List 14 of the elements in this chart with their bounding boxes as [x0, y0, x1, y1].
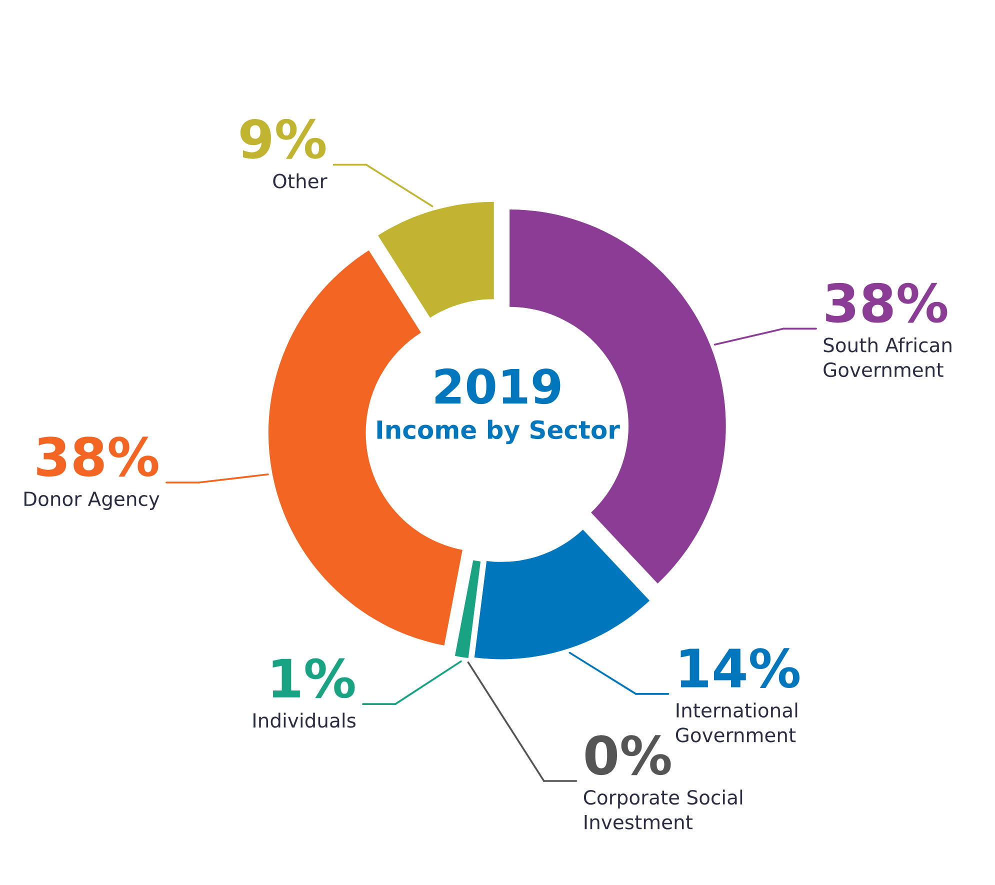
text: Income by Sector: [377, 420, 620, 444]
data-label: 1%: [272, 658, 355, 698]
data-label: 38%: [826, 282, 948, 323]
slice-label: South African Government: [824, 337, 952, 378]
slice-label: Other: [273, 173, 328, 188]
category-label: Corporate Social Investment: [584, 790, 742, 830]
slice-label: International Government: [676, 702, 798, 742]
data-label: 9%: [240, 118, 326, 159]
data-label: 38%: [37, 436, 158, 477]
slice-label: Donor Agency: [24, 492, 160, 510]
data-label: 14%: [680, 648, 800, 688]
text: 0%: [585, 735, 671, 776]
text: 2019: [436, 368, 560, 404]
slice-label: Individuals: [254, 712, 356, 728]
